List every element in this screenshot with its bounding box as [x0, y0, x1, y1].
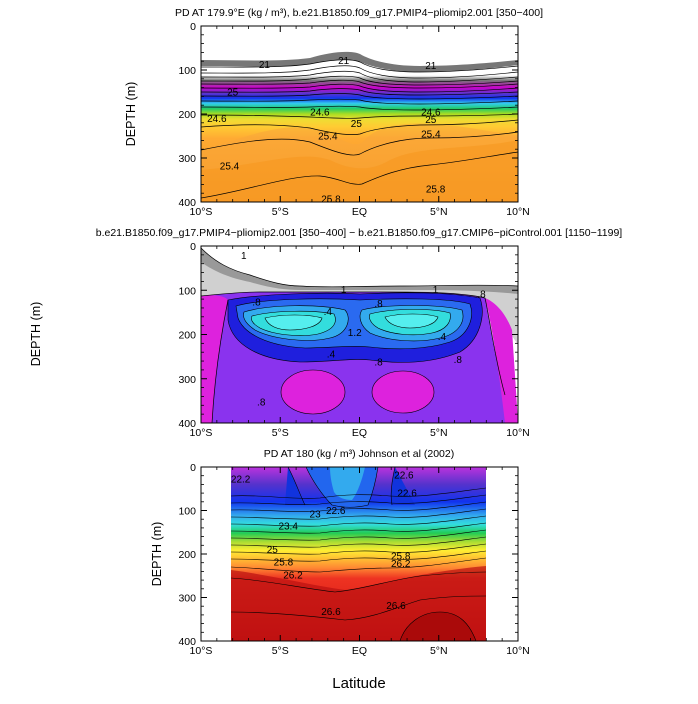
y-tick-label: 400: [178, 636, 196, 648]
contour-label: .8: [252, 297, 261, 308]
x-axis-title: Latitude: [332, 675, 385, 692]
contour-label: 24.6: [421, 107, 441, 118]
x-tick-label: EQ: [352, 206, 367, 218]
contour-label: 25.8: [426, 184, 446, 195]
x-tick-label: 10°N: [506, 645, 529, 657]
x-tick-label: 5°S: [272, 645, 289, 657]
contour-label: 1: [433, 285, 439, 296]
panel3-axes: 10°S 5°S EQ 5°N 10°N 0 100 200 300 400: [178, 462, 529, 657]
y-tick-label: 400: [178, 418, 196, 430]
x-tick-label: 10°N: [506, 427, 529, 439]
contour-label: 22.6: [397, 489, 417, 500]
y-tick-label: 300: [178, 374, 196, 386]
contour-label: 21: [259, 60, 271, 71]
y-tick-label: 300: [178, 153, 196, 165]
contour-label: 25: [425, 115, 437, 126]
contour-label: 1: [341, 285, 347, 296]
contour-label: .4: [324, 307, 333, 318]
y-tick-label: 300: [178, 593, 196, 605]
contour-label: 25.4: [421, 129, 441, 140]
contour-label: 25: [227, 88, 239, 99]
y-tick-label: 200: [178, 330, 196, 342]
contour-label: 22.6: [394, 470, 414, 481]
panel1-title: PD AT 179.9°E (kg / m³), b.e21.B1850.f09…: [175, 7, 543, 19]
y-tick-label: 0: [190, 21, 196, 33]
panel3-title: PD AT 180 (kg / m³) Johnson et al (2002): [264, 448, 454, 460]
x-tick-label: 10°S: [190, 206, 213, 218]
y-tick-label: 100: [178, 65, 196, 77]
contour-label: 25: [351, 119, 363, 130]
contour-label: 22.2: [231, 475, 251, 486]
y-tick-label: 400: [178, 197, 196, 209]
contour-label: 23: [310, 509, 322, 520]
x-tick-label: 5°N: [430, 427, 448, 439]
x-tick-label: 10°S: [190, 645, 213, 657]
y-tick-label: 0: [190, 241, 196, 253]
x-tick-label: 5°S: [272, 427, 289, 439]
contour-label: 22.6: [326, 506, 346, 517]
contour-label: 21: [338, 56, 350, 67]
x-tick-label: 5°N: [430, 645, 448, 657]
contour-label: 26.2: [283, 570, 303, 581]
y-tick-label: 100: [178, 506, 196, 518]
panel1-axes: 10°S 5°S EQ 5°N 10°N 0 100 200 300 400: [178, 21, 529, 218]
contour-label: 26.6: [386, 601, 406, 612]
contour-label: 25: [267, 545, 279, 556]
x-tick-label: 10°S: [190, 427, 213, 439]
panel1-field: [201, 26, 518, 202]
contour-label: 24.6: [207, 114, 227, 125]
contour-label: .4: [327, 349, 336, 360]
x-tick-label: EQ: [352, 427, 367, 439]
panel1-ylabel: DEPTH (m): [124, 82, 138, 147]
contour-label: 24.6: [310, 107, 330, 118]
panel2-axes: 10°S 5°S EQ 5°N 10°N 0 100 200 300 400: [178, 241, 529, 439]
contour-label: .8: [374, 357, 383, 368]
x-tick-label: EQ: [352, 645, 367, 657]
panel2-title: b.e21.B1850.f09_g17.PMIP4−pliomip2.001 […: [96, 227, 623, 239]
x-tick-label: 5°S: [272, 206, 289, 218]
contour-label: 25.8: [274, 557, 294, 568]
contour-label: 25.8: [391, 552, 411, 563]
contour-label: 1: [241, 251, 247, 262]
contour-label: 21: [425, 61, 437, 72]
y-tick-label: 200: [178, 549, 196, 561]
contour-label: 26.2: [391, 559, 411, 570]
x-tick-label: 5°N: [430, 206, 448, 218]
contour-label: .8: [374, 299, 383, 310]
y-tick-label: 200: [178, 109, 196, 121]
contour-label: 25.4: [220, 161, 240, 172]
contour-label: 1.2: [348, 328, 362, 339]
contour-label: .8: [454, 355, 463, 366]
contour-label: .4: [438, 332, 447, 343]
contour-label: .8: [257, 397, 266, 408]
panel2-ylabel: DEPTH (m): [29, 302, 43, 367]
contour-label: 26.6: [321, 607, 341, 618]
panel3-contour-labels: 22.2 22.622.622.62323.42525.826.226.225.8…: [231, 470, 417, 618]
panel3-field: [231, 467, 486, 641]
panel3-ylabel: DEPTH (m): [150, 522, 164, 587]
panel2-field: [201, 246, 518, 423]
y-tick-label: 100: [178, 285, 196, 297]
contour-label: 23.4: [278, 522, 298, 533]
panel2-contour-labels: 1 1 1 .8 .8 .8 .8 .8 .8 .4 .4 .4 1.2: [241, 251, 486, 408]
x-tick-label: 10°N: [506, 206, 529, 218]
contour-label: .8: [477, 289, 486, 300]
contour-label: 25.8: [321, 194, 341, 205]
contour-label: 25.4: [318, 132, 338, 143]
y-tick-label: 0: [190, 462, 196, 474]
